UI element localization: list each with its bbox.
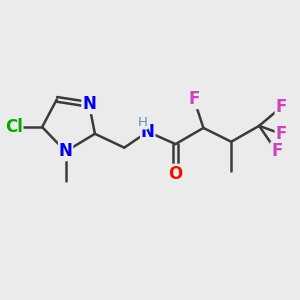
Text: O: O — [168, 165, 183, 183]
Text: F: F — [275, 98, 287, 116]
Text: N: N — [82, 95, 96, 113]
Text: N: N — [141, 123, 154, 141]
Text: N: N — [59, 142, 73, 160]
Text: H: H — [137, 116, 147, 129]
Text: F: F — [271, 142, 282, 160]
Text: Cl: Cl — [5, 118, 23, 136]
Text: F: F — [275, 125, 287, 143]
Text: F: F — [188, 90, 200, 108]
